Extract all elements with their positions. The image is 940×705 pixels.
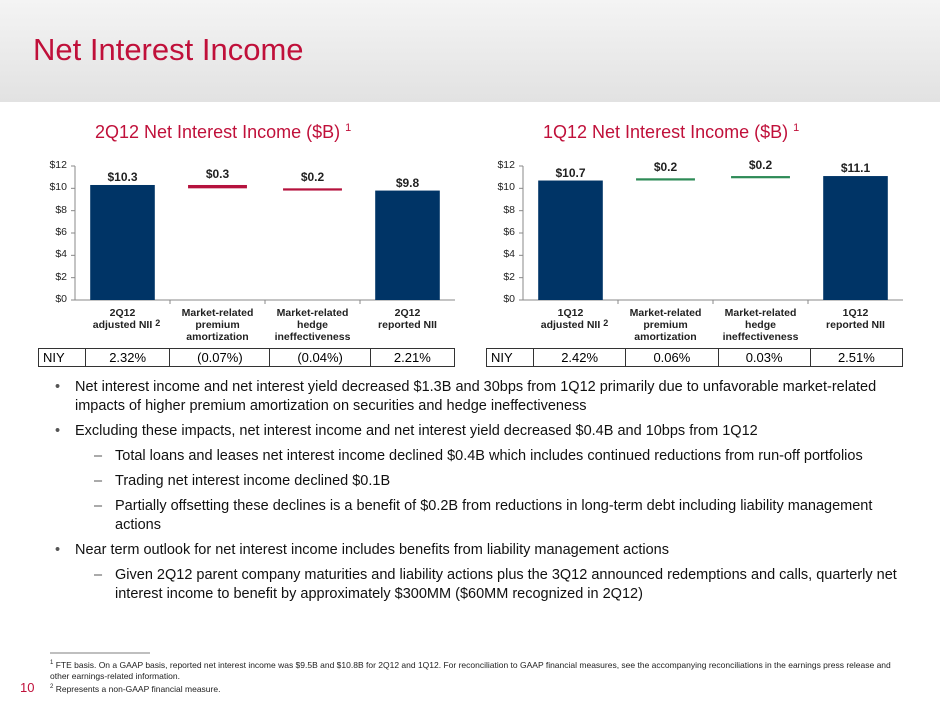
chart-title: 1Q12 Net Interest Income ($B) 1 (543, 122, 799, 143)
y-tick-label: $10 (497, 181, 515, 194)
x-tick-label-text: Market-related hedge ineffectiveness (722, 307, 799, 343)
x-tick-label: 2Q12 adjusted NII 2 (78, 307, 168, 331)
niy-cell: 0.03% (717, 348, 811, 367)
footnote: 1 FTE basis. On a GAAP basis, reported n… (50, 658, 905, 682)
bar (636, 178, 695, 181)
bar (731, 176, 790, 179)
footnote: 2 Represents a non-GAAP financial measur… (50, 682, 905, 695)
bar (823, 176, 888, 300)
y-tick-label: $6 (55, 226, 67, 238)
x-tick-label: Market-related hedge ineffectiveness (716, 307, 806, 343)
sub-bullet: Partially offsetting these declines is a… (75, 497, 900, 535)
niy-cell: (0.04%) (269, 348, 371, 367)
chart-title: 2Q12 Net Interest Income ($B) 1 (95, 122, 351, 143)
chart-title-note: 1 (345, 122, 352, 134)
niy-cell: (0.07%) (169, 348, 271, 367)
niy-cell: NIY (486, 348, 534, 367)
niy-cell: 2.42% (532, 348, 627, 367)
niy-cell: 0.06% (625, 348, 719, 367)
bar (283, 188, 342, 191)
y-tick-label: $12 (497, 159, 515, 171)
y-tick-label: $2 (503, 270, 515, 283)
value-label: $10.7 (555, 165, 586, 180)
sub-bullet: Trading net interest income declined $0.… (75, 472, 900, 491)
x-tick-label-note: 2 (155, 318, 161, 328)
x-tick-label-text: 1Q12 reported NII (826, 307, 885, 331)
chart-title-text: 2Q12 Net Interest Income ($B) (95, 122, 341, 142)
sub-bullet: Given 2Q12 parent company maturities and… (75, 566, 900, 604)
y-tick-label: $2 (55, 270, 67, 283)
footnote-rule (50, 652, 150, 654)
y-tick-label: $0 (503, 293, 515, 305)
x-tick-label: Market-related premium amortization (173, 307, 263, 343)
bullet: Net interest income and net interest yie… (55, 378, 900, 416)
header-band (0, 0, 940, 102)
value-label: $9.8 (395, 175, 420, 190)
chart-title-note: 1 (793, 122, 800, 134)
chart-title-text: 1Q12 Net Interest Income ($B) (543, 122, 789, 142)
bar (375, 190, 440, 300)
page-number: 10 (20, 680, 35, 695)
bullet-text: Near term outlook for net interest incom… (75, 542, 669, 558)
bullet: Near term outlook for net interest incom… (55, 541, 900, 604)
x-tick-label: Market-related premium amortization (621, 307, 711, 343)
niy-row: NIY 2.32% (0.07%) (0.04%) 2.21% (38, 348, 456, 367)
x-tick-label: 1Q12 reported NII (811, 307, 901, 331)
footnote-text: Represents a non-GAAP financial measure. (55, 683, 221, 694)
value-label: $11.1 (840, 161, 871, 176)
y-tick-label: $4 (55, 248, 67, 261)
sub-bullet: Total loans and leases net interest inco… (75, 447, 900, 466)
niy-cell: NIY (38, 348, 86, 367)
value-label: $10.3 (107, 169, 138, 184)
x-tick-label: 1Q12 adjusted NII 2 (526, 307, 616, 331)
niy-row: NIY 2.42% 0.06% 0.03% 2.51% (486, 348, 904, 367)
niy-cell: 2.51% (809, 348, 904, 367)
y-tick-label: $12 (49, 159, 67, 171)
y-tick-label: $8 (503, 203, 515, 216)
slide-title: Net Interest Income (33, 32, 304, 67)
value-label: $0.2 (653, 160, 678, 175)
niy-table: NIY 2.42% 0.06% 0.03% 2.51% (486, 348, 904, 367)
bar (188, 184, 247, 189)
niy-cell: 2.32% (84, 348, 171, 367)
y-tick-label: $6 (503, 226, 515, 238)
niy-table: NIY 2.32% (0.07%) (0.04%) 2.21% (38, 348, 456, 367)
x-tick-label-text: 2Q12 adjusted NII (92, 307, 153, 331)
x-tick-label-text: Market-related premium amortization (181, 307, 254, 343)
bullet: Excluding these impacts, net interest in… (55, 422, 900, 535)
niy-cell: 2.21% (369, 348, 456, 367)
x-tick-label: Market-related hedge ineffectiveness (268, 307, 358, 343)
y-tick-label: $8 (55, 203, 67, 216)
x-tick-label-text: Market-related hedge ineffectiveness (274, 307, 351, 343)
value-label: $0.2 (300, 170, 325, 185)
x-tick-label: 2Q12 reported NII (363, 307, 453, 331)
bar (538, 180, 603, 300)
value-label: $0.2 (748, 158, 773, 173)
footnote-text: FTE basis. On a GAAP basis, reported net… (50, 659, 891, 681)
footnotes: 1 FTE basis. On a GAAP basis, reported n… (50, 658, 905, 695)
bullets: Net interest income and net interest yie… (55, 378, 900, 610)
x-tick-label-text: 2Q12 reported NII (378, 307, 437, 331)
footnote-mark: 2 (50, 683, 54, 690)
footnote-mark: 1 (50, 660, 54, 666)
value-label: $0.3 (205, 166, 230, 181)
bullet-text: Net interest income and net interest yie… (75, 379, 877, 414)
y-tick-label: $4 (503, 248, 515, 261)
x-tick-label-text: Market-related premium amortization (629, 307, 702, 343)
bullet-text: Excluding these impacts, net interest in… (75, 423, 758, 439)
y-tick-label: $0 (55, 293, 67, 305)
bar (90, 184, 155, 300)
x-tick-label-text: 1Q12 adjusted NII (540, 307, 601, 331)
y-tick-label: $10 (49, 181, 67, 194)
x-tick-label-note: 2 (603, 318, 609, 328)
